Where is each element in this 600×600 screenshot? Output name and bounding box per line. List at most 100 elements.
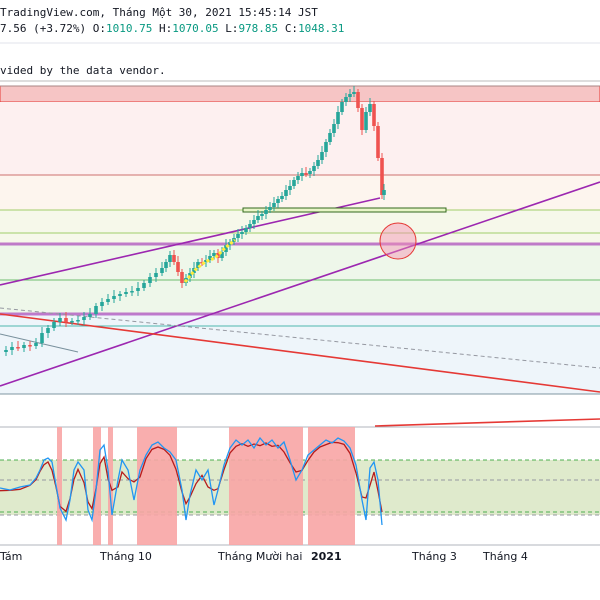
close-value: 1048.31 bbox=[298, 22, 345, 35]
candle-body bbox=[324, 142, 328, 152]
candle-body bbox=[76, 320, 80, 322]
candle-body bbox=[160, 268, 164, 273]
candle-body bbox=[224, 245, 228, 252]
candle-body bbox=[112, 296, 116, 299]
candle-body bbox=[220, 252, 224, 258]
candle-body bbox=[94, 306, 98, 314]
candle-body bbox=[372, 104, 376, 126]
signal-zone bbox=[308, 427, 355, 545]
fib-band-1 bbox=[0, 102, 600, 175]
candle-body bbox=[320, 152, 324, 160]
candle-body bbox=[300, 173, 304, 176]
candle-body bbox=[356, 92, 360, 108]
candle-body bbox=[70, 321, 74, 323]
candle-body bbox=[360, 108, 364, 130]
candle-body bbox=[28, 345, 32, 347]
candle-body bbox=[244, 228, 248, 232]
candle-body bbox=[64, 318, 68, 322]
candle-body bbox=[192, 268, 196, 273]
x-axis-tick-label: Tháng 3 bbox=[411, 550, 457, 563]
trend-line-red bbox=[0, 313, 600, 393]
candle-body bbox=[142, 283, 146, 288]
candle-body bbox=[46, 328, 50, 333]
candle-body bbox=[188, 273, 192, 278]
highlight-path bbox=[183, 238, 236, 283]
candle-body bbox=[348, 94, 352, 97]
candle-body bbox=[130, 291, 134, 293]
candle-body bbox=[316, 160, 320, 166]
candle-body bbox=[296, 176, 300, 180]
high-label: H: bbox=[158, 22, 173, 35]
candle-body bbox=[276, 199, 280, 203]
change-value: 7.56 (+3.72%) bbox=[0, 22, 87, 35]
candle-body bbox=[304, 173, 308, 175]
candle-body bbox=[196, 262, 200, 268]
candle-body bbox=[82, 317, 86, 320]
candle-body bbox=[208, 256, 212, 260]
candle-body bbox=[16, 347, 20, 349]
fib-band-4 bbox=[0, 244, 600, 314]
candle-body bbox=[118, 294, 122, 296]
dashed-line bbox=[0, 307, 600, 369]
x-axis-tick-label: Tháng 4 bbox=[482, 550, 528, 563]
candle-body bbox=[368, 104, 372, 112]
candle-body bbox=[264, 210, 268, 214]
candle-body bbox=[308, 171, 312, 174]
candle-body bbox=[248, 224, 252, 228]
candle-body bbox=[34, 343, 38, 346]
x-axis-tick-label: Tháng Mười hai bbox=[217, 550, 302, 563]
candle-body bbox=[312, 166, 316, 171]
candle-body bbox=[4, 350, 8, 352]
candle-body bbox=[154, 273, 158, 277]
candle-body bbox=[136, 288, 140, 291]
candle-body bbox=[212, 253, 216, 256]
close-label: C: bbox=[284, 22, 299, 35]
x-axis-tick-label: 2021 bbox=[311, 550, 342, 563]
candle-body bbox=[52, 322, 56, 328]
candle-body bbox=[292, 180, 296, 186]
fib-band-2 bbox=[0, 175, 600, 210]
high-value: 1070.05 bbox=[172, 22, 219, 35]
signal-zone bbox=[137, 427, 177, 545]
candle-body bbox=[256, 216, 260, 220]
candle-body bbox=[260, 214, 264, 216]
x-axis-tick-label: Tháng 10 bbox=[99, 550, 152, 563]
candle-body bbox=[172, 255, 176, 262]
candle-body bbox=[148, 277, 152, 283]
candle-body bbox=[236, 234, 240, 238]
candle-body bbox=[22, 345, 26, 348]
open-value: 1010.75 bbox=[105, 22, 153, 35]
ohlc-legend: 7.56 (+3.72%) O:1010.75 H:1070.05 L:978.… bbox=[0, 22, 344, 35]
candle-body bbox=[216, 253, 220, 258]
candle-body bbox=[164, 262, 168, 268]
candle-body bbox=[344, 97, 348, 102]
candle-body bbox=[380, 158, 384, 195]
fib-band-3 bbox=[0, 210, 600, 244]
candle-body bbox=[280, 196, 284, 199]
candle-body bbox=[252, 220, 256, 224]
candle-body bbox=[40, 333, 44, 343]
signal-zone bbox=[288, 427, 303, 545]
open-label: O: bbox=[92, 22, 106, 35]
candle-body bbox=[240, 232, 244, 234]
stoch-d-line bbox=[0, 441, 383, 513]
candle-body bbox=[284, 190, 288, 196]
candle-body bbox=[58, 318, 62, 322]
support-box bbox=[242, 207, 447, 213]
low-label: L: bbox=[225, 22, 239, 35]
candle-body bbox=[376, 126, 380, 158]
candle-body bbox=[168, 255, 172, 262]
signal-zone bbox=[229, 427, 288, 545]
candle-body bbox=[328, 133, 332, 142]
chart-title: TradingView.com, Tháng Một 30, 2021 15:4… bbox=[0, 6, 318, 19]
candle-body bbox=[340, 102, 344, 112]
signal-zone bbox=[57, 427, 62, 545]
candle-body bbox=[10, 347, 14, 350]
candle-body bbox=[106, 299, 110, 302]
candle-body bbox=[124, 292, 128, 294]
candle-body bbox=[176, 262, 180, 272]
candle-body bbox=[180, 272, 184, 283]
candle-body bbox=[364, 112, 368, 130]
